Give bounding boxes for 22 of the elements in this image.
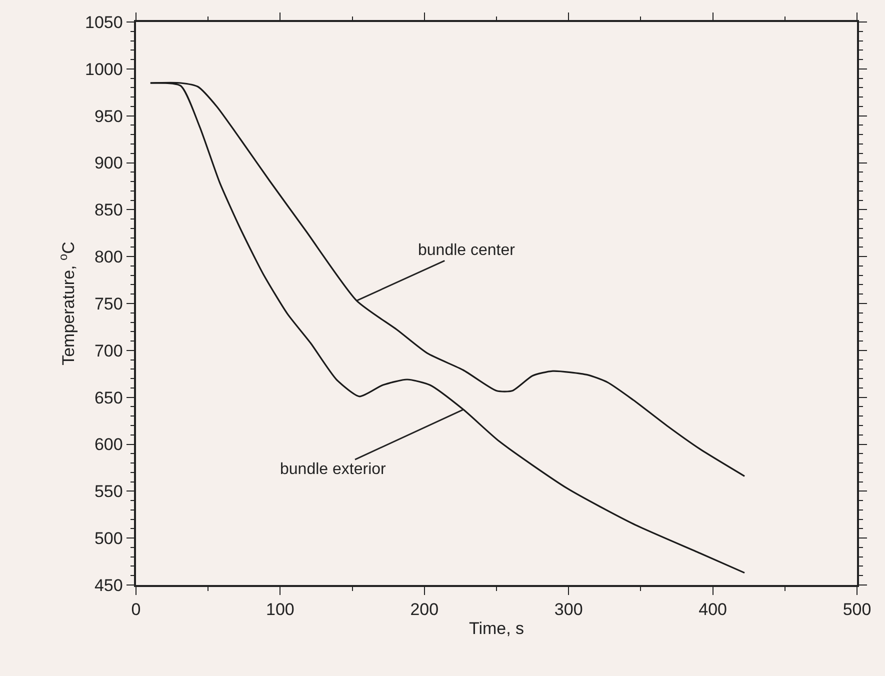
y-tick-label: 450 bbox=[94, 576, 123, 595]
y-tick-label: 600 bbox=[94, 435, 123, 454]
y-tick-label: 550 bbox=[94, 482, 123, 502]
x-tick-label: 400 bbox=[698, 600, 727, 620]
x-tick-label: 100 bbox=[266, 600, 294, 620]
x-tick-label: 0 bbox=[131, 600, 141, 620]
y-tick-label: 750 bbox=[94, 294, 123, 314]
y-tick-label: 650 bbox=[94, 388, 123, 408]
y-tick-label: 850 bbox=[94, 200, 123, 220]
y-tick-label: 500 bbox=[94, 529, 123, 548]
x-axis-title: Time, s bbox=[468, 619, 524, 638]
annotation: bundle exterior bbox=[280, 461, 387, 478]
x-tick-label: 500 bbox=[842, 600, 872, 620]
y-tick-label: 1050 bbox=[85, 12, 123, 32]
y-tick-label: 1000 bbox=[85, 60, 123, 79]
x-tick-label: 300 bbox=[554, 600, 583, 620]
annotation: bundle center bbox=[418, 242, 516, 259]
y-tick-label: 700 bbox=[94, 341, 123, 360]
y-tick-label: 950 bbox=[94, 106, 123, 126]
x-tick-label: 200 bbox=[410, 600, 439, 620]
y-tick-label: 800 bbox=[94, 248, 123, 267]
y-tick-label: 900 bbox=[94, 154, 123, 173]
